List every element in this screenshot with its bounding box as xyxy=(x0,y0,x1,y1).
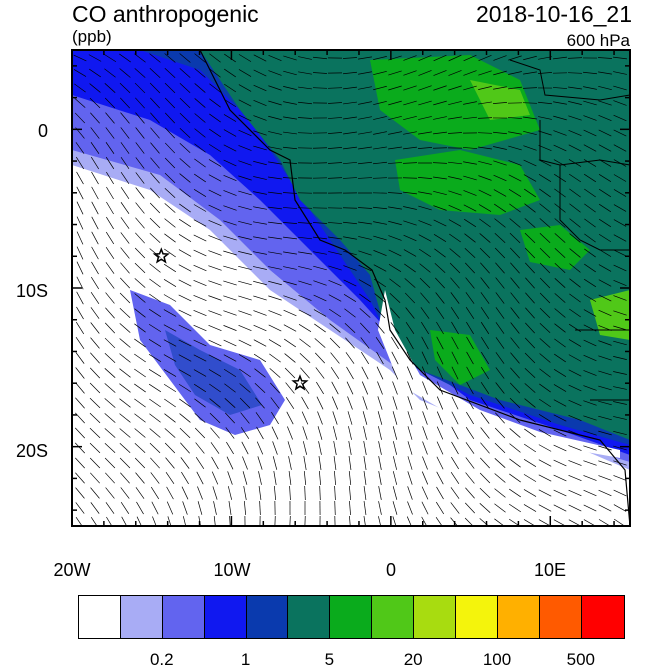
colorbar-cell xyxy=(372,596,414,638)
colorbar-cell xyxy=(79,596,121,638)
lat-label-10s: 10S xyxy=(0,282,48,300)
colorbar-cell xyxy=(414,596,456,638)
colorbar-label: 500 xyxy=(567,650,595,670)
lon-label-10e: 10E xyxy=(534,561,566,579)
colorbar-label: 0.2 xyxy=(150,650,174,670)
lat-label-20s: 20S xyxy=(0,442,48,460)
lon-label-20w: 20W xyxy=(53,561,90,579)
colorbar xyxy=(78,595,625,639)
colorbar-cell xyxy=(330,596,372,638)
colorbar-cell xyxy=(498,596,540,638)
co-field xyxy=(72,50,630,530)
colorbar-label: 5 xyxy=(325,650,334,670)
colorbar-cell xyxy=(582,596,624,638)
colorbar-cell xyxy=(121,596,163,638)
colorbar-label: 100 xyxy=(483,650,511,670)
colorbar-cell xyxy=(540,596,582,638)
lat-label-0: 0 xyxy=(0,122,48,140)
colorbar-label: 20 xyxy=(404,650,423,670)
colorbar-label: 1 xyxy=(241,650,250,670)
colorbar-cell xyxy=(456,596,498,638)
colorbar-cell xyxy=(205,596,247,638)
lon-label-0: 0 xyxy=(386,561,396,579)
colorbar-cell xyxy=(288,596,330,638)
lon-label-10w: 10W xyxy=(213,561,250,579)
colorbar-cell xyxy=(163,596,205,638)
colorbar-cell xyxy=(247,596,289,638)
